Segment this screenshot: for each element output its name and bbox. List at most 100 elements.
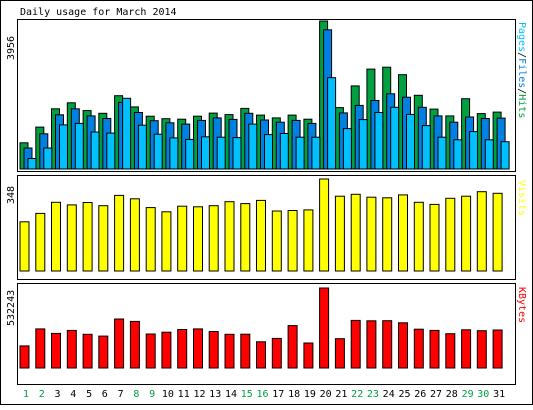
bar-kbytes-day-9 bbox=[145, 333, 156, 369]
bar-kbytes-day-5 bbox=[82, 333, 93, 369]
bar-kbytes-day-21 bbox=[334, 338, 345, 369]
bar-pages-day-11 bbox=[185, 138, 195, 170]
bar-pages-day-31 bbox=[500, 141, 510, 170]
right-label-hits: Pages/Files/Hits bbox=[516, 22, 527, 118]
bar-kbytes-day-15 bbox=[240, 333, 251, 369]
bar-kbytes-day-2 bbox=[35, 328, 46, 369]
bar-visits-day-2 bbox=[35, 212, 46, 272]
bar-kbytes-day-20 bbox=[319, 287, 330, 369]
panel-kbytes: 532243 KBytes bbox=[6, 283, 527, 385]
bar-visits-day-24 bbox=[382, 197, 393, 272]
bar-pages-day-8 bbox=[137, 124, 147, 170]
right-label-visits: Visits bbox=[516, 180, 527, 216]
x-tick-label-day-11: 11 bbox=[178, 389, 190, 400]
bar-kbytes-day-27 bbox=[429, 329, 440, 369]
bar-visits-day-11 bbox=[177, 205, 188, 272]
bar-visits-day-20 bbox=[319, 178, 330, 272]
bar-visits-day-28 bbox=[445, 197, 456, 272]
bar-kbytes-day-6 bbox=[98, 335, 109, 369]
bar-pages-day-23 bbox=[374, 112, 384, 170]
bar-visits-day-25 bbox=[398, 194, 408, 272]
bar-pages-day-30 bbox=[484, 139, 494, 170]
bar-visits-day-12 bbox=[193, 206, 203, 272]
bar-kbytes-day-31 bbox=[492, 329, 503, 369]
bar-visits-day-22 bbox=[350, 193, 361, 272]
bar-kbytes-day-26 bbox=[413, 328, 424, 369]
x-tick-label-day-19: 19 bbox=[304, 389, 316, 400]
bar-kbytes-day-17 bbox=[271, 337, 282, 369]
bars-visits bbox=[19, 178, 503, 272]
bar-pages-day-2 bbox=[43, 147, 53, 170]
bar-pages-day-21 bbox=[342, 128, 352, 170]
bar-pages-day-26 bbox=[421, 125, 431, 170]
x-axis-day-labels: 1 2 3 4 5 6 7 8 9 10 11 12 13 14 15 16 17 18 19 20 21 22 23 24 2… bbox=[23, 389, 505, 400]
bar-pages-day-9 bbox=[153, 133, 163, 170]
x-tick-label-day-1: 1 bbox=[23, 389, 29, 400]
bar-pages-day-20 bbox=[327, 77, 337, 170]
bar-pages-day-25 bbox=[406, 113, 415, 170]
right-label-pages: Pages bbox=[516, 22, 527, 52]
bar-kbytes-day-23 bbox=[366, 320, 377, 369]
bar-kbytes-day-7 bbox=[114, 318, 125, 369]
bar-pages-day-27 bbox=[437, 136, 447, 170]
bar-kbytes-day-3 bbox=[51, 332, 61, 369]
x-tick-label-day-15: 15 bbox=[241, 389, 253, 400]
x-tick-label-day-28: 28 bbox=[446, 389, 458, 400]
bar-kbytes-day-11 bbox=[177, 329, 188, 369]
bar-visits-day-1 bbox=[19, 221, 30, 272]
bar-pages-day-17 bbox=[279, 133, 289, 170]
bars-kbytes bbox=[19, 287, 503, 369]
bar-kbytes-day-22 bbox=[350, 319, 361, 369]
bar-pages-day-24 bbox=[390, 106, 400, 170]
x-tick-label-day-7: 7 bbox=[118, 389, 124, 400]
right-label-slash-1: / bbox=[516, 52, 527, 58]
bar-visits-day-4 bbox=[66, 204, 77, 272]
bar-visits-day-6 bbox=[98, 205, 109, 272]
x-tick-label-day-20: 20 bbox=[320, 389, 332, 400]
bar-visits-day-26 bbox=[413, 201, 424, 272]
bar-visits-day-29 bbox=[461, 195, 472, 272]
x-tick-label-day-23: 23 bbox=[367, 389, 379, 400]
panel-hits-files-pages: 3956 Pages/Files/Hits bbox=[6, 19, 527, 172]
chart-title: Daily usage for March 2014 bbox=[20, 7, 177, 18]
right-label-files: Files bbox=[516, 58, 527, 88]
bar-pages-day-22 bbox=[358, 119, 368, 170]
bar-kbytes-day-10 bbox=[161, 331, 172, 369]
x-tick-label-day-17: 17 bbox=[272, 389, 284, 400]
bar-pages-day-1 bbox=[27, 158, 37, 170]
x-tick-label-day-4: 4 bbox=[70, 389, 76, 400]
bar-pages-day-14 bbox=[232, 137, 242, 170]
x-tick-label-day-8: 8 bbox=[133, 389, 139, 400]
bar-kbytes-day-16 bbox=[256, 341, 266, 369]
y-tick-label-hits: 3956 bbox=[6, 36, 17, 60]
bar-kbytes-day-14 bbox=[224, 333, 235, 369]
bar-kbytes-day-12 bbox=[193, 328, 203, 369]
x-tick-label-day-12: 12 bbox=[193, 389, 205, 400]
bar-visits-day-10 bbox=[161, 211, 172, 272]
right-label-kbytes: KBytes bbox=[516, 287, 527, 323]
x-tick-label-day-16: 16 bbox=[256, 389, 268, 400]
bar-pages-day-18 bbox=[295, 136, 305, 170]
right-label-hits-word: Hits bbox=[516, 94, 527, 118]
bar-kbytes-day-18 bbox=[287, 325, 298, 369]
bar-kbytes-day-25 bbox=[398, 322, 408, 369]
bar-visits-day-14 bbox=[224, 201, 235, 272]
bar-kbytes-day-19 bbox=[303, 342, 314, 369]
bar-visits-day-13 bbox=[208, 205, 219, 272]
x-tick-label-day-27: 27 bbox=[430, 389, 442, 400]
panel-visits: 348 Visits bbox=[6, 175, 527, 280]
bar-visits-day-16 bbox=[256, 199, 266, 272]
y-tick-label-visits: 348 bbox=[6, 186, 17, 204]
bar-kbytes-day-4 bbox=[66, 329, 77, 369]
x-tick-label-day-18: 18 bbox=[288, 389, 300, 400]
bar-kbytes-day-30 bbox=[476, 330, 487, 369]
bar-visits-day-30 bbox=[476, 191, 487, 272]
bar-visits-day-27 bbox=[429, 203, 440, 272]
bar-pages-day-13 bbox=[216, 136, 226, 170]
x-tick-label-day-26: 26 bbox=[414, 389, 426, 400]
x-tick-label-day-5: 5 bbox=[86, 389, 92, 400]
bar-kbytes-day-13 bbox=[208, 331, 219, 369]
bar-pages-day-3 bbox=[59, 124, 68, 170]
bar-visits-day-23 bbox=[366, 196, 377, 272]
bar-visits-day-3 bbox=[51, 201, 61, 272]
